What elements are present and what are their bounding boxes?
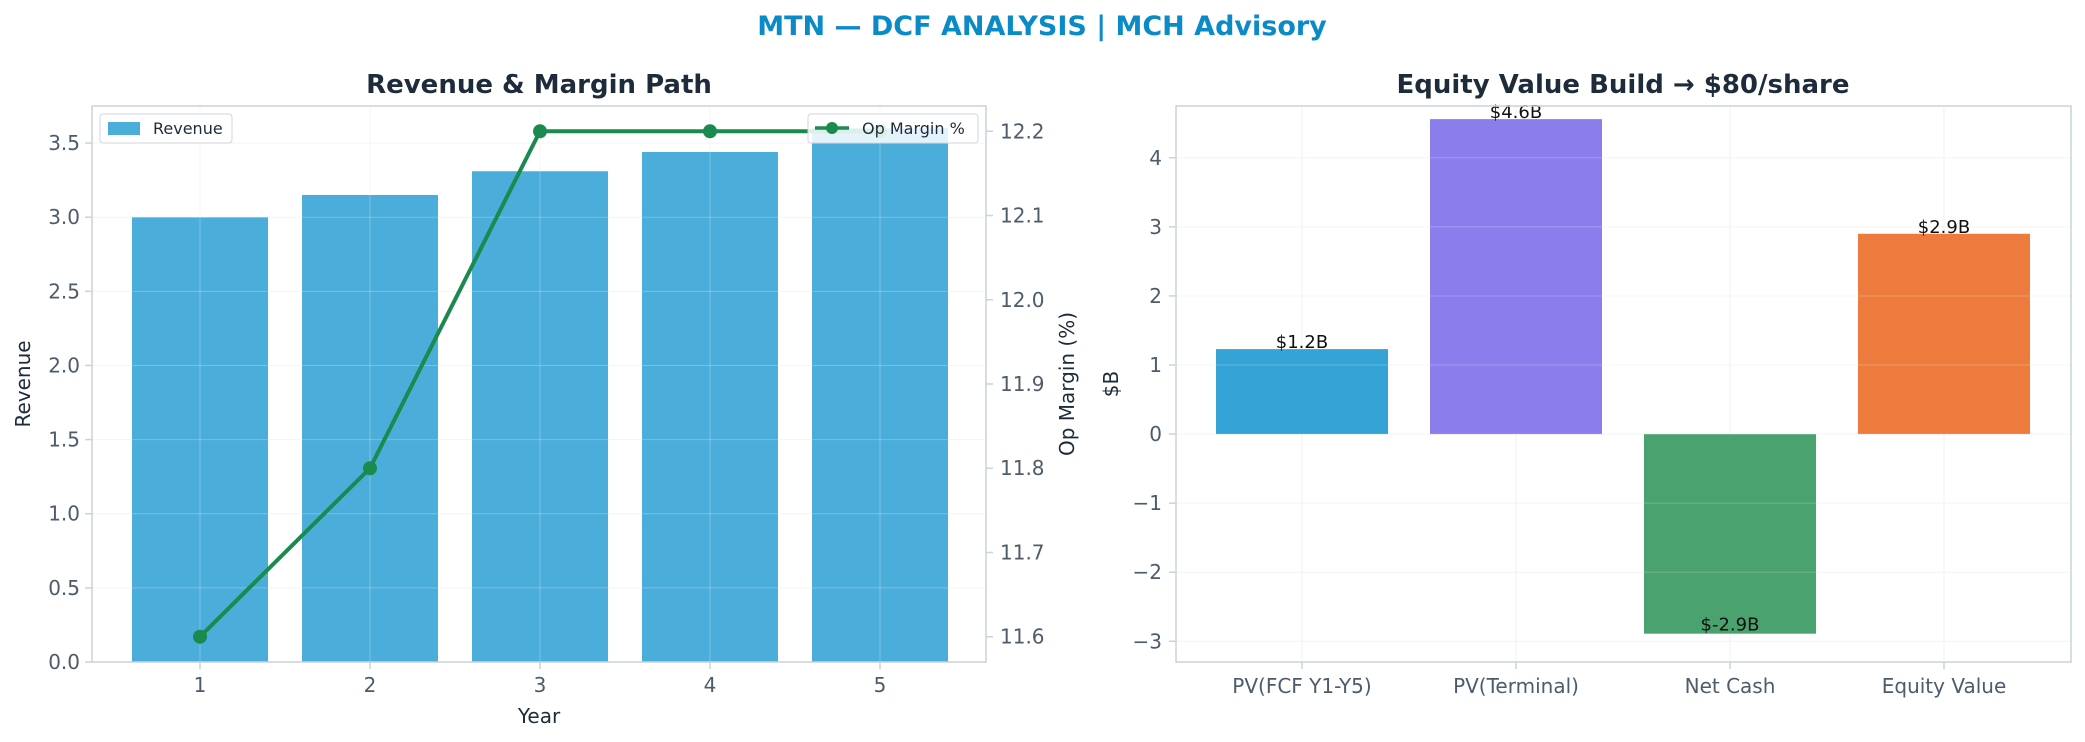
revenue-legend-frame (99, 113, 233, 144)
equity-build-bar (1216, 349, 1388, 435)
revenue-legend-swatch (108, 122, 140, 135)
op-margin-legend-frame (807, 113, 979, 144)
left-y-tick-label: 1.0 (48, 502, 80, 526)
op-margin-legend[interactable]: Op Margin % (807, 113, 979, 144)
left-y-axis-label: Revenue (11, 340, 35, 427)
revenue-legend-label: Revenue (153, 119, 223, 138)
revenue-margin-chart: Revenue & Margin Path 0.0 0.5 1.0 1.5 2.0 2.5… (11, 70, 1079, 728)
equity-build-data-label: $-2.9B (1701, 615, 1760, 636)
left-y-tick-label: 3.5 (48, 131, 80, 155)
revenue-legend[interactable]: Revenue (99, 113, 233, 144)
revenue-bars (92, 106, 986, 663)
right-y-tick-label: 4 (1149, 146, 1162, 170)
left-y2-tick-label: 12.1 (1000, 204, 1045, 228)
right-y-tick-label: 2 (1149, 284, 1162, 308)
op-margin-point (193, 629, 207, 644)
left-y2-tick-label: 12.2 (1000, 119, 1045, 143)
left-x-tick-label: 1 (194, 673, 207, 697)
left-y2-tick-label: 12.0 (1000, 288, 1045, 312)
left-y2-axis-label: Op Margin (%) (1055, 312, 1079, 456)
left-y-tick-label: 0.0 (48, 650, 80, 674)
revenue-bar (302, 194, 438, 662)
equity-build-data-label: $4.6B (1490, 102, 1542, 123)
right-x-tick-label: Equity Value (1882, 674, 2007, 698)
right-chart-title: Equity Value Build → $80/share (1397, 70, 1850, 100)
left-x-axis-label: Year (517, 704, 561, 728)
right-y-tick-label: −2 (1133, 560, 1162, 584)
right-y-ticks: −3 −2 −1 0 1 2 3 4 (1133, 146, 1176, 653)
left-x-ticks: 1 2 3 4 5 (194, 662, 887, 697)
equity-value-build-chart: Equity Value Build → $80/share $1.2B $4.6… (1099, 70, 2072, 698)
right-x-ticks: PV(FCF Y1-Y5) PV(Terminal) Net Cash Equity … (1232, 662, 2006, 698)
right-plot-frame (1175, 105, 2072, 663)
left-x-tick-label: 5 (874, 673, 887, 697)
revenue-bar (472, 171, 608, 662)
left-y2-tick-label: 11.9 (1000, 372, 1045, 396)
left-x-tick-label: 2 (364, 673, 377, 697)
left-y-tick-label: 2.0 (48, 353, 80, 377)
left-y2-ticks: 11.6 11.7 11.8 11.9 12.0 12.1 12.2 (986, 119, 1045, 649)
left-y-tick-label: 3.0 (48, 205, 80, 229)
right-y-axis-label: $B (1099, 371, 1123, 397)
left-y2-tick-label: 11.8 (1000, 456, 1045, 480)
op-margin-point (703, 124, 717, 139)
right-y-tick-label: 3 (1149, 215, 1162, 239)
left-x-tick-label: 3 (534, 673, 547, 697)
right-x-tick-label: PV(Terminal) (1453, 674, 1579, 698)
equity-build-data-label: $2.9B (1918, 217, 1970, 238)
revenue-bar (132, 217, 268, 662)
equity-build-bar (1644, 434, 1816, 634)
right-x-tick-label: Net Cash (1685, 674, 1776, 698)
equity-build-bar (1430, 119, 1602, 435)
right-y-tick-label: −1 (1133, 491, 1162, 515)
right-y-tick-label: −3 (1133, 629, 1162, 653)
op-margin-point (533, 124, 547, 139)
op-margin-point (363, 461, 377, 476)
right-y-tick-label: 0 (1149, 422, 1162, 446)
op-margin-legend-marker (826, 122, 838, 134)
right-y-tick-label: 1 (1149, 353, 1162, 377)
op-margin-legend-label: Op Margin % (862, 119, 965, 138)
left-y-ticks: 0.0 0.5 1.0 1.5 2.0 2.5 3.0 3.5 (48, 131, 92, 674)
equity-build-bar (1858, 233, 2030, 435)
figure-suptitle: MTN — DCF ANALYSIS | MCH Advisory (757, 11, 1327, 42)
equity-build-data-label: $1.2B (1276, 332, 1328, 353)
right-x-tick-label: PV(FCF Y1-Y5) (1232, 674, 1371, 698)
left-chart-title: Revenue & Margin Path (366, 70, 712, 100)
revenue-bar (812, 128, 948, 663)
revenue-bar (642, 151, 778, 663)
left-y-tick-label: 1.5 (48, 428, 80, 452)
left-x-tick-label: 4 (704, 673, 717, 697)
left-y-tick-label: 0.5 (48, 576, 80, 600)
left-y-tick-label: 2.5 (48, 279, 80, 303)
equity-build-bars (1176, 119, 2071, 642)
left-y2-tick-label: 11.6 (1000, 625, 1045, 649)
left-y2-tick-label: 11.7 (1000, 540, 1045, 564)
equity-build-data-labels: $1.2B $4.6B $-2.9B $2.9B (1276, 102, 1970, 636)
